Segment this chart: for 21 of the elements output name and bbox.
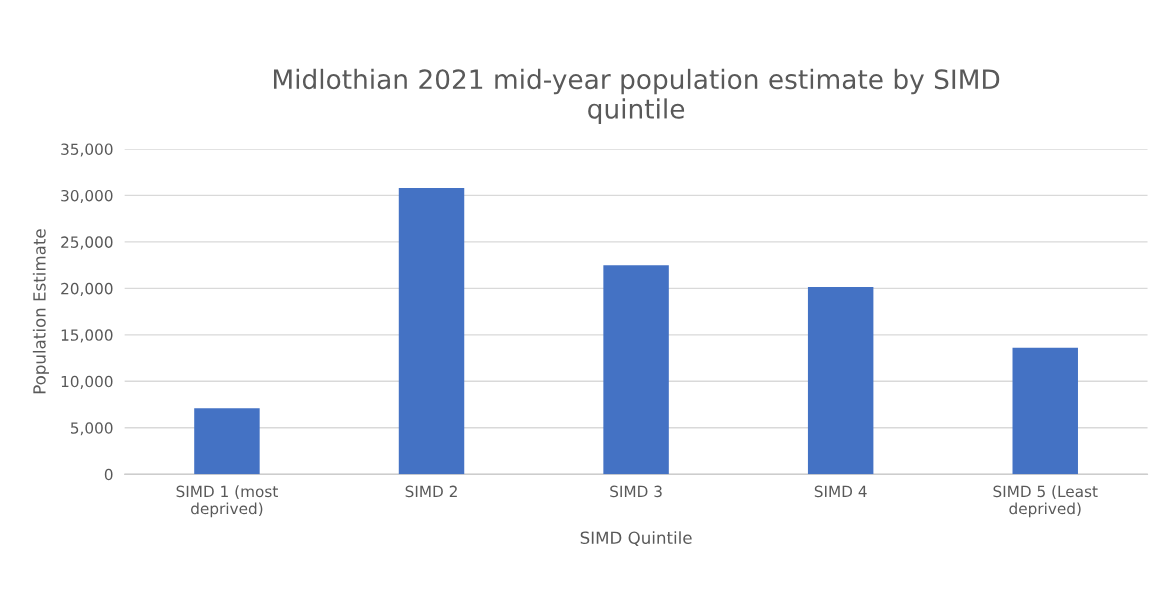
- bar: [603, 265, 669, 475]
- x-tick-label: SIMD 4: [814, 485, 867, 498]
- bar: [1012, 347, 1078, 475]
- y-tick-label: 0: [104, 468, 113, 481]
- bar: [807, 286, 874, 475]
- y-tick-label: 25,000: [61, 236, 113, 250]
- y-axis-title: Population Estimate: [32, 229, 49, 394]
- y-tick-label: 15,000: [61, 329, 113, 343]
- y-tick-label: 5,000: [70, 422, 113, 436]
- x-tick-label: SIMD 3: [610, 485, 662, 498]
- x-axis-title: SIMD Quintile: [580, 531, 692, 546]
- y-tick-label: 35,000: [61, 143, 113, 157]
- bar: [194, 408, 260, 475]
- bar: [398, 187, 465, 475]
- y-tick-label: 20,000: [61, 282, 113, 296]
- x-tick-label: SIMD 2: [405, 485, 457, 498]
- x-tick-label: SIMD 1 (most deprived): [176, 485, 278, 518]
- x-tick-label: SIMD 5 (Least deprived): [993, 485, 1098, 518]
- y-tick-label: 10,000: [61, 375, 113, 389]
- y-tick-label: 30,000: [61, 189, 113, 204]
- chart-title: Midlothian 2021 mid-year population estimate by SIMD quintile: [273, 68, 1000, 124]
